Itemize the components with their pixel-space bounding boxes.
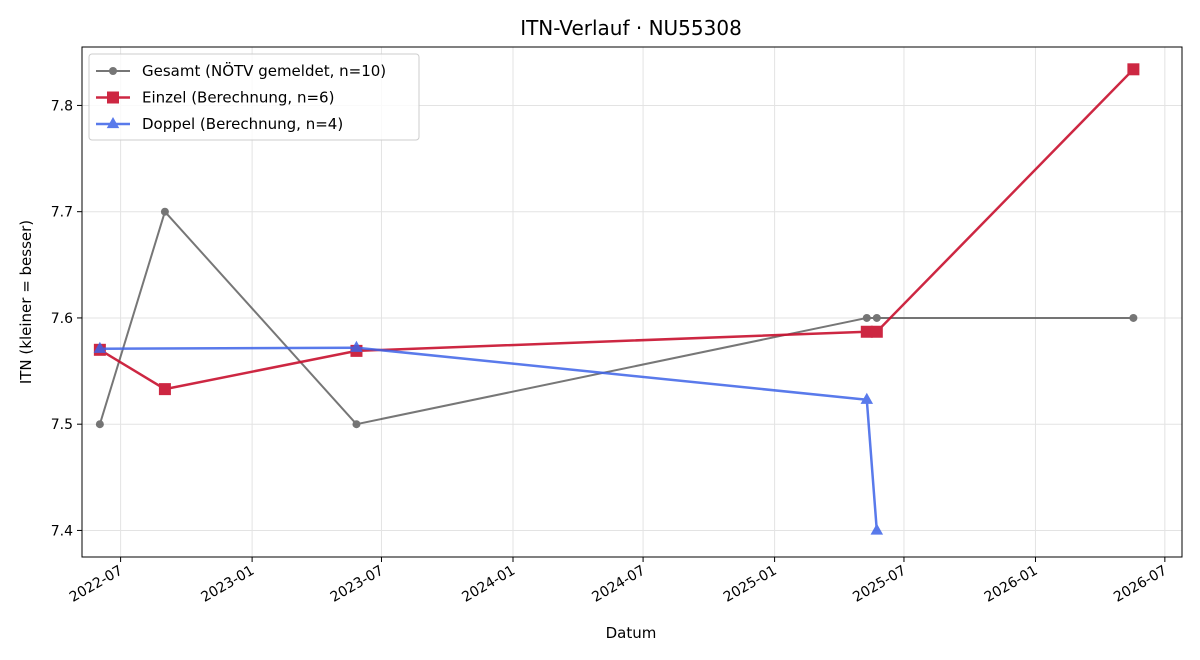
x-tick-label: 2025-01	[721, 563, 780, 606]
x-tick-label: 2026-01	[982, 563, 1041, 606]
data-point	[870, 523, 884, 535]
series-1	[95, 207, 1138, 429]
legend-entry-marker	[96, 117, 130, 129]
data-point	[93, 341, 107, 353]
legend-entry-marker	[96, 67, 130, 75]
x-axis: 2022-07 2023-01 2023-07 2024-01 2024-07 2025-…	[67, 557, 1170, 606]
legend-label: Doppel (Berechnung, n=4)	[142, 115, 343, 133]
data-point	[860, 325, 873, 338]
chart-title: ITN-Verlauf · NU55308	[520, 16, 742, 40]
data-point	[870, 325, 883, 338]
series-3	[93, 340, 884, 535]
data-point	[1129, 313, 1138, 322]
legend-entry-marker	[96, 91, 130, 104]
grid-lines	[82, 47, 1182, 557]
x-tick-label: 2023-01	[198, 563, 257, 606]
x-tick-label: 2025-07	[850, 563, 909, 606]
series-line	[98, 210, 1134, 426]
data-point	[352, 420, 361, 429]
data-point	[350, 340, 363, 352]
y-axis-label: ITN (kleiner = besser)	[17, 220, 35, 384]
data-point	[1127, 63, 1140, 76]
legend-label: Gesamt (NÖTV gemeldet, n=10)	[142, 61, 386, 80]
data-point	[160, 207, 169, 216]
x-tick-label: 2024-07	[589, 563, 648, 606]
legend-marker	[107, 91, 119, 104]
plot-area-frame	[81, 46, 1183, 558]
data-point	[860, 392, 874, 404]
y-tick-label: 7.4	[51, 523, 73, 539]
y-tick-label: 7.8	[51, 98, 73, 114]
series-line	[99, 68, 1135, 391]
x-tick-label: 2026-07	[1111, 563, 1170, 606]
legend-marker	[106, 117, 120, 129]
legend-label: Einzel (Berechnung, n=6)	[142, 89, 334, 107]
series-line	[99, 346, 879, 531]
legend-box	[88, 53, 420, 141]
y-tick-label: 7.5	[51, 417, 73, 433]
y-tick-label: 7.7	[51, 205, 73, 221]
data-point	[158, 383, 171, 396]
x-tick-label: 2024-01	[459, 563, 518, 606]
data-point	[872, 313, 881, 322]
data-point	[862, 313, 871, 322]
x-axis-label: Datum	[606, 624, 657, 642]
y-axis: 7.4 7.5 7.6 7.7 7.8	[51, 98, 82, 539]
x-tick-label: 2022-07	[67, 563, 126, 606]
legend: Gesamt (NÖTV gemeldet, n=10) Einzel (Bere…	[88, 53, 420, 141]
x-tick-label: 2023-07	[328, 563, 387, 606]
series-layer	[93, 63, 1140, 535]
y-tick-label: 7.6	[51, 311, 73, 327]
data-point	[95, 420, 104, 429]
legend-marker	[109, 67, 117, 75]
